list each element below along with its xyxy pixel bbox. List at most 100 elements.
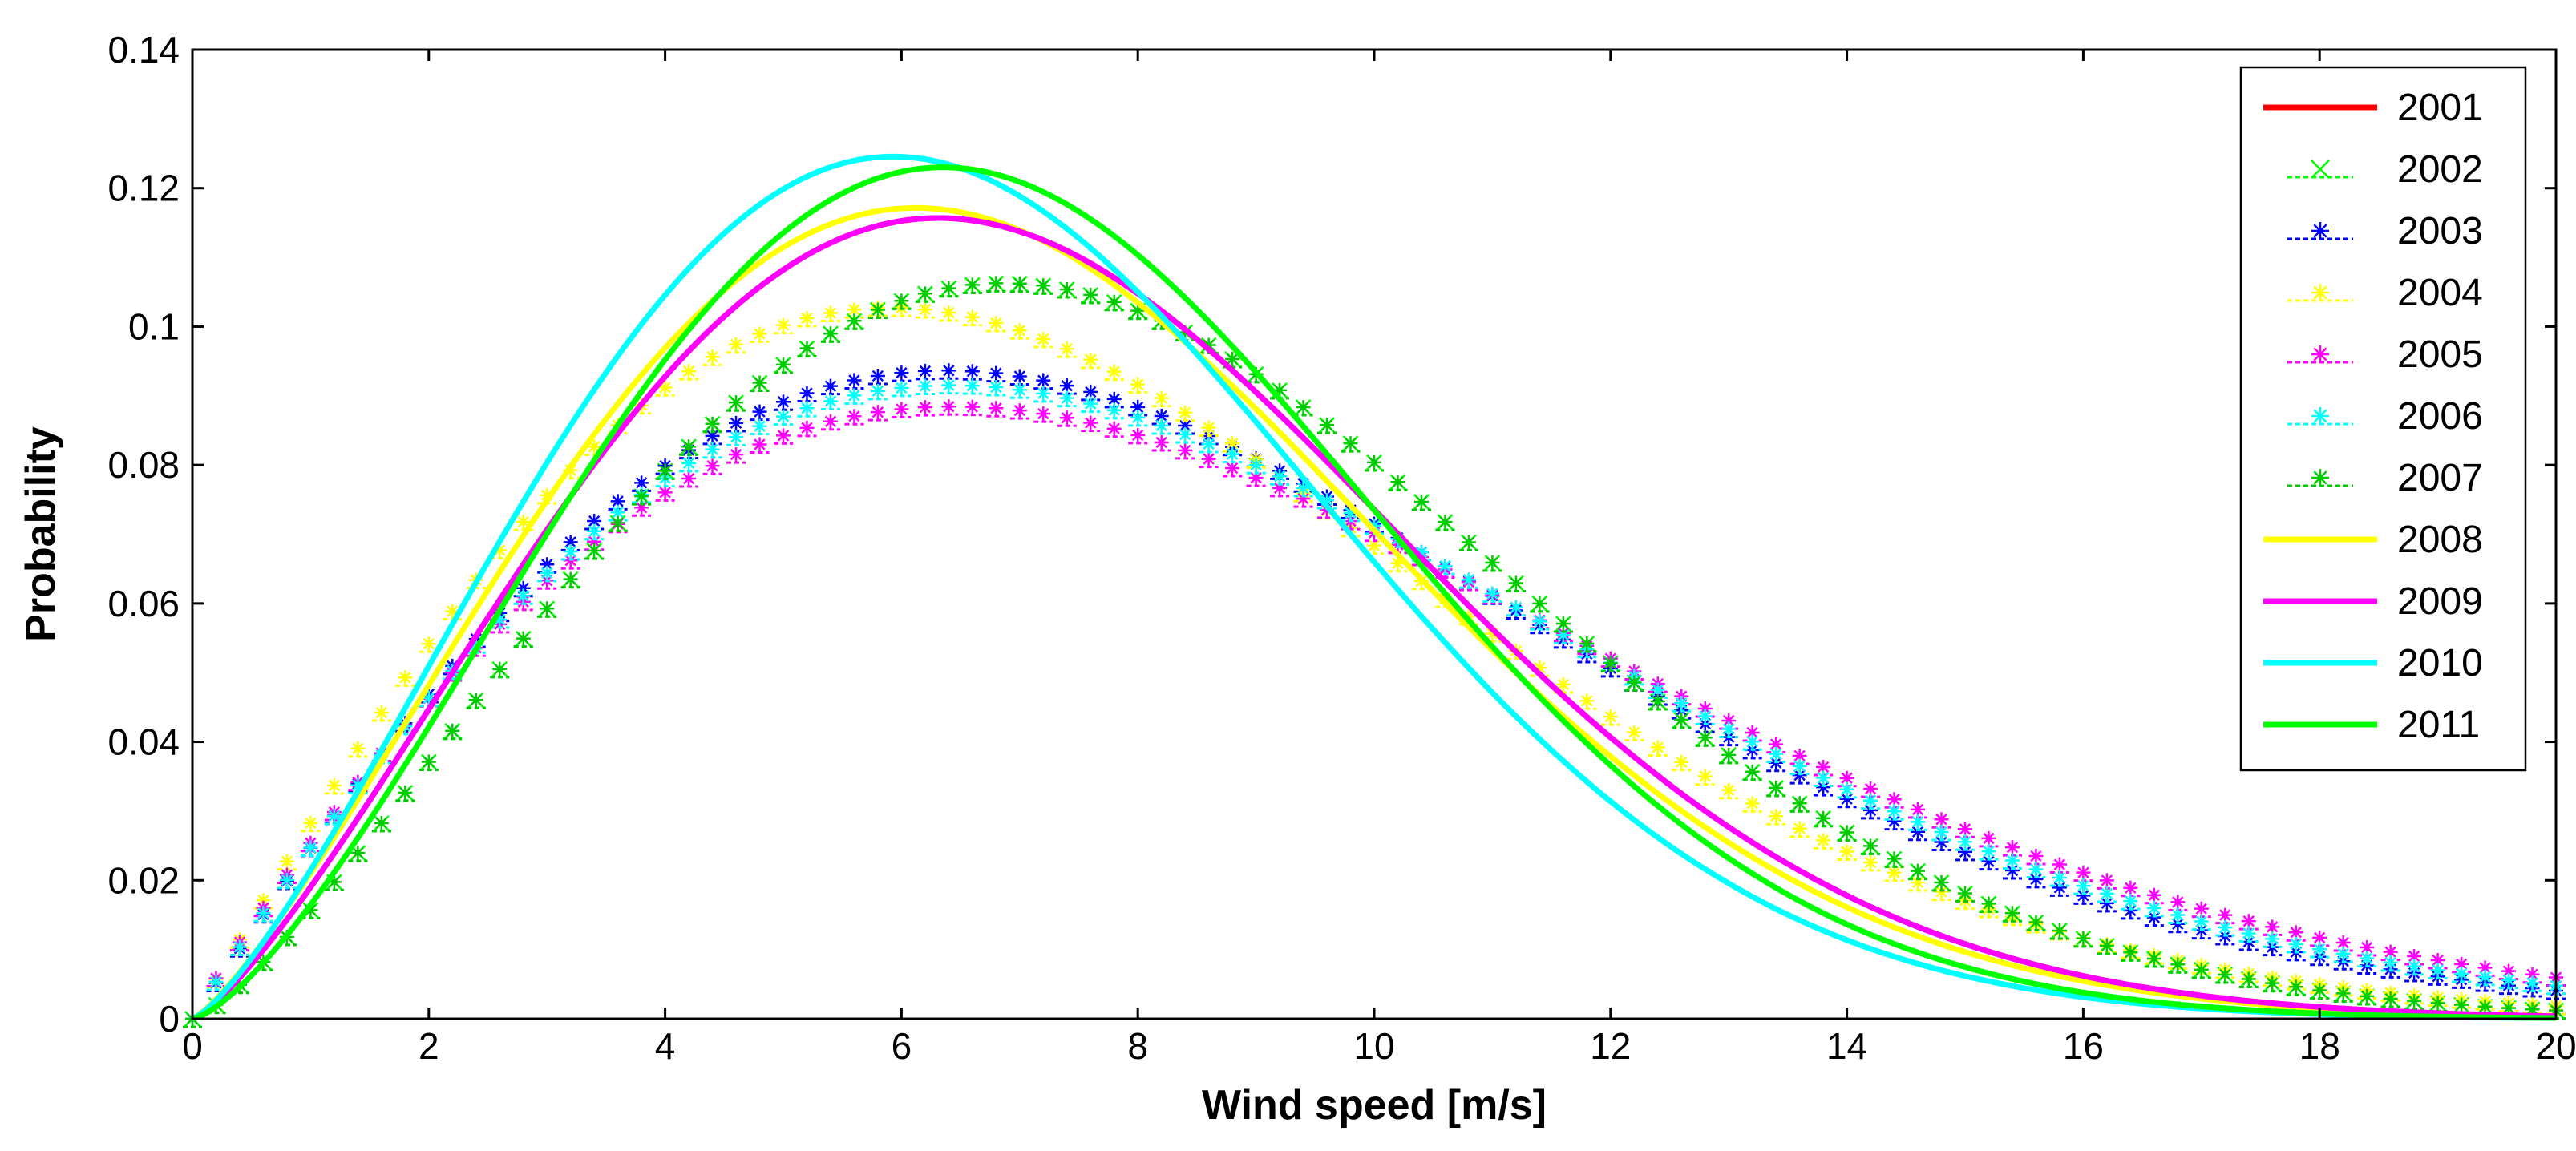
series-2007 [183, 276, 2566, 1028]
data-point-marker [1911, 814, 1926, 830]
data-point-marker [729, 395, 744, 410]
data-point-marker [1769, 737, 1784, 752]
data-point-marker [1343, 505, 1358, 520]
data-point-marker [232, 939, 247, 955]
legend-label: 2004 [2397, 272, 2483, 314]
data-point-marker [1413, 545, 1429, 560]
legend-item-2004: 2004 [2287, 272, 2483, 314]
data-point-marker [2407, 959, 2422, 974]
data-point-marker [2076, 865, 2091, 880]
data-point-marker [917, 363, 932, 378]
data-point-marker [2052, 857, 2067, 872]
data-point-marker [208, 974, 224, 989]
data-point-marker [516, 515, 531, 530]
data-point-marker [1059, 378, 1074, 394]
y-tick-label: 0.04 [107, 721, 180, 763]
y-tick-label: 0.06 [107, 583, 180, 624]
legend: 2001 2002 2003 2004 2005 2006 2007 2008 2009 2010… [2239, 66, 2527, 772]
data-point-marker [1320, 493, 1335, 508]
data-point-marker [1248, 458, 1264, 473]
data-point-marker [2241, 914, 2256, 929]
data-point-marker [634, 489, 649, 504]
data-point-marker [1225, 446, 1240, 462]
data-point-marker [847, 409, 862, 424]
data-point-marker [705, 442, 720, 457]
data-point-marker [492, 612, 508, 628]
data-point-marker [1059, 341, 1074, 357]
data-point-marker [2004, 840, 2020, 855]
x-tick-label: 14 [1826, 1025, 1867, 1067]
data-point-marker [516, 580, 531, 596]
data-point-marker [1721, 747, 1737, 762]
data-point-marker [2099, 938, 2114, 953]
data-point-marker [799, 420, 815, 435]
data-point-marker [2360, 940, 2375, 955]
data-point-marker [1201, 436, 1216, 451]
series-2002 [183, 275, 2566, 1028]
data-point-marker [823, 326, 838, 341]
data-point-marker [374, 705, 389, 720]
legend-marker [2311, 469, 2329, 487]
data-point-marker [516, 588, 531, 604]
legend-item-2005: 2005 [2287, 333, 2483, 376]
data-point-marker [445, 723, 460, 738]
data-point-marker [776, 317, 791, 333]
series-line-2009 [191, 215, 2557, 1022]
legend-item-2006: 2006 [2287, 395, 2483, 438]
data-point-marker [823, 394, 838, 409]
y-tick-label: 0.02 [107, 859, 180, 901]
data-point-marker [2028, 862, 2044, 877]
data-point-marker [1532, 614, 1547, 629]
data-point-marker [1674, 696, 1689, 711]
data-point-marker [1106, 391, 1122, 406]
legend-label: 2011 [2397, 704, 2480, 746]
data-point-marker [1343, 436, 1358, 451]
data-point-marker [1012, 369, 1027, 384]
legend-item-2010: 2010 [2263, 642, 2483, 685]
data-point-marker [1036, 406, 1051, 422]
data-point-marker [1461, 572, 1476, 588]
data-point-marker [941, 378, 956, 393]
data-point-marker [2477, 960, 2493, 975]
data-point-marker [1438, 515, 1453, 530]
data-point-marker [587, 534, 602, 549]
data-point-marker [1697, 709, 1713, 724]
data-point-marker [2028, 915, 2044, 930]
data-point-marker [2052, 870, 2067, 886]
data-point-marker [2004, 863, 2020, 878]
y-tick-label: 0.1 [128, 305, 180, 347]
data-point-marker [1083, 287, 1098, 302]
data-point-marker [326, 874, 342, 890]
data-point-marker [1863, 781, 1878, 797]
data-point-marker [1320, 418, 1335, 433]
data-point-marker [2288, 936, 2303, 951]
data-point-marker [350, 846, 366, 861]
data-point-marker [1721, 721, 1737, 737]
data-point-marker [681, 471, 697, 487]
data-point-marker [540, 601, 555, 616]
series-2011 [192, 164, 2557, 1022]
data-point-marker [1130, 377, 1146, 392]
data-point-marker [870, 368, 885, 383]
y-tick-label: 0 [159, 998, 180, 1040]
data-point-marker [2218, 907, 2233, 923]
data-point-marker [823, 378, 838, 394]
data-point-marker [1532, 596, 1547, 611]
data-point-marker [2194, 901, 2209, 916]
x-tick-label: 6 [892, 1025, 912, 1067]
data-point-marker [2028, 871, 2044, 886]
legend-label: 2009 [2397, 580, 2483, 623]
data-point-marker [587, 514, 602, 529]
series-line-2001 [191, 215, 2557, 1022]
data-point-marker [492, 543, 508, 558]
data-point-marker [2076, 888, 2091, 903]
data-point-marker [964, 277, 980, 293]
data-point-marker [1508, 600, 1523, 615]
data-point-marker [1083, 352, 1098, 367]
data-point-marker [2335, 947, 2351, 962]
data-point-marker [1792, 796, 1807, 811]
data-point-marker [1508, 576, 1523, 591]
data-point-marker [989, 365, 1004, 381]
data-point-marker [2004, 853, 2020, 868]
data-point-marker [1816, 780, 1831, 795]
